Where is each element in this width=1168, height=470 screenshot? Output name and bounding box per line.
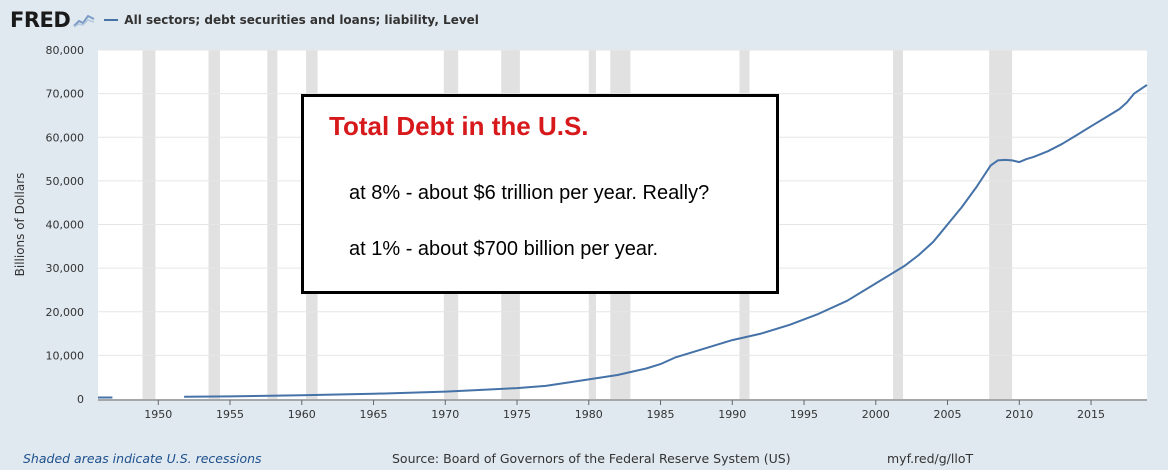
y-tick-label: 0: [77, 393, 84, 406]
y-tick-label: 40,000: [46, 219, 85, 232]
x-tick-label: 2000: [862, 408, 890, 421]
y-tick-label: 10,000: [46, 349, 85, 362]
x-tick-label: 2005: [934, 408, 962, 421]
x-tick-label: 1960: [288, 408, 316, 421]
graph-icon: [72, 11, 97, 29]
header: FRED All sectors; debt securities and lo…: [10, 6, 479, 34]
y-tick-label: 20,000: [46, 306, 85, 319]
x-tick-label: 1975: [503, 408, 531, 421]
y-tick-label: 60,000: [46, 131, 85, 144]
y-tick-label: 50,000: [46, 175, 85, 188]
x-tick-label: 1985: [647, 408, 675, 421]
x-tick-label: 1980: [575, 408, 603, 421]
x-tick-label: 1955: [216, 408, 244, 421]
annotation-box: Total Debt in the U.S. at 8% - about $6 …: [301, 94, 779, 294]
x-tick-label: 1995: [790, 408, 818, 421]
annotation-title: Total Debt in the U.S.: [329, 111, 589, 141]
fred-logo[interactable]: FRED: [10, 8, 71, 32]
annotation-line-1: at 8% - about $6 trillion per year. Real…: [349, 182, 710, 204]
legend-swatch: [104, 19, 119, 21]
x-tick-label: 2015: [1077, 408, 1105, 421]
annotation-line-2: at 1% - about $700 billion per year.: [349, 238, 659, 260]
y-axis-label: Billions of Dollars: [13, 173, 27, 277]
legend-label: All sectors; debt securities and loans; …: [124, 13, 479, 27]
x-tick-label: 2010: [1005, 408, 1033, 421]
y-tick-label: 70,000: [46, 88, 85, 101]
y-tick-label: 80,000: [46, 44, 85, 57]
series-line: [184, 84, 1148, 398]
x-tick-label: 1970: [431, 408, 459, 421]
x-tick-label: 1950: [144, 408, 172, 421]
recession-footnote[interactable]: Shaded areas indicate U.S. recessions: [23, 451, 262, 466]
x-tick-label: 1965: [360, 408, 388, 421]
source-text: Source: Board of Governors of the Federa…: [392, 451, 791, 466]
short-link[interactable]: myf.red/g/lloT: [887, 451, 974, 466]
x-tick-label: 1990: [718, 408, 746, 421]
y-tick-label: 30,000: [46, 262, 85, 275]
